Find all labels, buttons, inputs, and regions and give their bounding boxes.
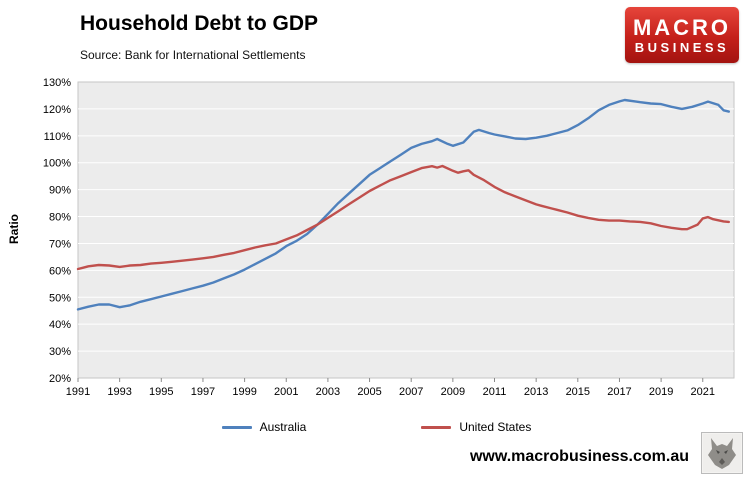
svg-text:40%: 40% bbox=[49, 319, 71, 331]
svg-text:2017: 2017 bbox=[607, 386, 631, 398]
legend-label-united-states: United States bbox=[459, 420, 532, 434]
svg-text:2009: 2009 bbox=[441, 386, 465, 398]
logo-text-business: BUSINESS bbox=[634, 39, 730, 55]
source-note: Source: Bank for International Settlemen… bbox=[80, 48, 306, 62]
svg-text:130%: 130% bbox=[43, 77, 71, 89]
svg-text:110%: 110% bbox=[44, 131, 72, 143]
svg-text:20%: 20% bbox=[49, 373, 71, 385]
svg-text:2021: 2021 bbox=[691, 386, 715, 398]
svg-text:1997: 1997 bbox=[191, 386, 215, 398]
svg-text:1995: 1995 bbox=[149, 386, 173, 398]
macrobusiness-logo: MACRO BUSINESS bbox=[625, 7, 739, 63]
chart-legend: Australia United States bbox=[0, 420, 753, 434]
wolf-icon bbox=[703, 434, 741, 472]
logo-text-macro: MACRO bbox=[632, 14, 732, 40]
legend-item-australia: Australia bbox=[221, 420, 307, 434]
united-states-line-swatch bbox=[421, 425, 452, 429]
svg-text:2003: 2003 bbox=[316, 386, 340, 398]
svg-text:2007: 2007 bbox=[399, 386, 423, 398]
svg-text:120%: 120% bbox=[43, 104, 71, 116]
website-url: www.macrobusiness.com.au bbox=[469, 448, 689, 465]
svg-text:50%: 50% bbox=[49, 292, 71, 304]
australia-line-swatch bbox=[221, 425, 252, 429]
svg-text:1993: 1993 bbox=[107, 386, 131, 398]
line-chart: 20% 30% 40% 50% 60% 70% 80% 90% 100% 110% 120% 130%… bbox=[43, 77, 735, 398]
svg-text:60%: 60% bbox=[49, 265, 71, 277]
legend-item-united-states: United States bbox=[421, 420, 531, 434]
svg-text:1991: 1991 bbox=[66, 386, 90, 398]
svg-text:70%: 70% bbox=[49, 238, 71, 250]
svg-text:2011: 2011 bbox=[483, 386, 507, 398]
svg-text:90%: 90% bbox=[49, 185, 71, 197]
legend-label-australia: Australia bbox=[259, 420, 307, 434]
svg-text:2013: 2013 bbox=[524, 386, 548, 398]
svg-text:100%: 100% bbox=[43, 158, 71, 170]
page-title: Household Debt to GDP bbox=[80, 12, 318, 35]
svg-text:1999: 1999 bbox=[232, 386, 256, 398]
svg-text:2019: 2019 bbox=[649, 386, 673, 398]
svg-text:80%: 80% bbox=[49, 212, 71, 224]
wolf-logo bbox=[701, 432, 743, 474]
svg-text:30%: 30% bbox=[49, 346, 71, 358]
svg-text:2015: 2015 bbox=[566, 386, 590, 398]
svg-text:2001: 2001 bbox=[274, 386, 298, 398]
svg-text:2005: 2005 bbox=[357, 386, 381, 398]
